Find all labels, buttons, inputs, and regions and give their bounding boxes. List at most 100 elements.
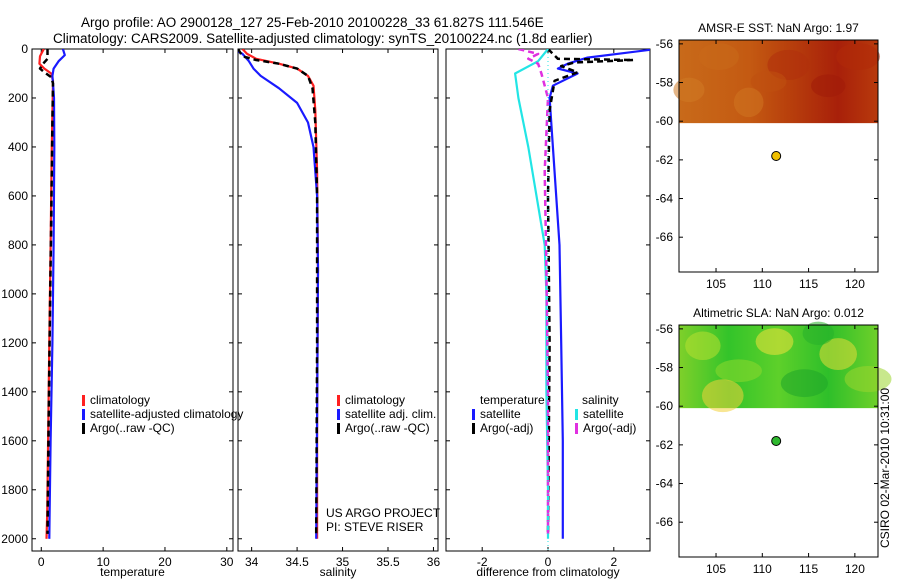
sst_map-ytick-label: -60	[656, 114, 674, 128]
sst_map-xtick-label: 105	[706, 277, 726, 291]
sla_map-axes-frame	[678, 324, 879, 558]
sst_map-field-patch	[836, 43, 880, 71]
sst_map-field-patch	[750, 71, 787, 93]
temperature-xtick-label: 10	[96, 555, 110, 569]
header-line-2: Climatology: CARS2009. Satellite-adjuste…	[53, 31, 593, 46]
temperature-lines	[38, 49, 66, 539]
salinity-legend-swatch	[337, 395, 340, 406]
salinity-legend-label: satellite adj. clim.	[345, 407, 436, 421]
temperature-legend-swatch	[82, 423, 85, 434]
salinity-xtick-label: 34.5	[285, 555, 309, 569]
temperature-xlabel: temperature	[100, 565, 165, 579]
difference-salinity-legend-label: Argo(-adj)	[583, 421, 636, 435]
salinity-annotation-line: PI: STEVE RISER	[326, 520, 424, 534]
difference-salinity-legend-label: satellite	[583, 407, 624, 421]
temperature-ytick-label: 1200	[1, 336, 28, 350]
salinity-legend-label: climatology	[345, 393, 405, 407]
sst_map-field-patch	[733, 87, 764, 118]
difference-salinity-legend-swatch	[575, 409, 578, 420]
sst_map-ytick-label: -66	[656, 230, 674, 244]
temperature-ytick-label: 2000	[1, 532, 28, 546]
salinity-lines	[238, 49, 320, 539]
sla_map-ytick-label: -56	[656, 322, 674, 336]
plot-area: 0 10 20 30 0 200 400 600 800 1000 1200 1400 1600 1800…	[1, 21, 892, 579]
difference-series-salinity-satellite	[513, 49, 550, 539]
salinity-legend-swatch	[337, 423, 340, 434]
sla_map-title: Altimetric SLA: NaN Argo: 0.012	[693, 306, 864, 320]
temperature-ytick-label: 400	[8, 140, 28, 154]
sla_map-xtick-label: 120	[845, 562, 865, 576]
sst_map-xtick-label: 115	[799, 277, 818, 291]
difference-xtick-label: -2	[477, 555, 488, 569]
temperature-ytick-label: 1600	[1, 434, 28, 448]
difference-series-temperature-satellite	[548, 49, 650, 539]
temperature-legend-swatch	[82, 409, 85, 420]
sst_map-field-patch	[811, 74, 846, 98]
sst_map-axes-frame	[678, 39, 879, 273]
temperature-legend-swatch	[82, 395, 85, 406]
difference-series-temperature-argo-adj	[546, 49, 635, 534]
difference-legend-title-temperature: temperature	[480, 393, 545, 407]
sla_map-ytick-label: -58	[656, 361, 674, 375]
sst_map-ytick-label: -64	[656, 192, 674, 206]
sla_map-field-patch	[701, 379, 744, 413]
sla_map-field-patch	[755, 328, 794, 356]
temperature-legend-label: climatology	[90, 393, 150, 407]
temperature-ytick-label: 200	[8, 91, 28, 105]
sla_map-xtick-label: 110	[753, 562, 772, 576]
temperature-ytick-label: 1800	[1, 483, 28, 497]
sst_map-ytick-label: -58	[656, 76, 674, 90]
temperature-series-argo-raw-qc	[38, 49, 55, 534]
sst_map-ytick-label: -56	[656, 37, 674, 51]
salinity-legend-label: Argo(..raw -QC)	[345, 421, 430, 435]
difference-salinity-legend-swatch	[575, 423, 578, 434]
temperature-ytick-label: 1400	[1, 385, 28, 399]
sst_map-field-patch	[767, 49, 810, 81]
salinity-series-climatology	[241, 49, 320, 539]
salinity-xtick-label: 35	[336, 555, 350, 569]
difference-series-salinity-argo-adj	[518, 49, 550, 534]
difference-xtick-label: 0	[545, 555, 552, 569]
salinity-axes-frame	[237, 48, 439, 552]
salinity-xtick-label: 35.5	[376, 555, 400, 569]
salinity-legend-swatch	[337, 409, 340, 420]
sla_map-ytick-label: -62	[656, 438, 674, 452]
sla_map-ytick-label: -64	[656, 477, 674, 491]
sst_map-xtick-label: 110	[753, 277, 772, 291]
salinity-annotation-line: US ARGO PROJECT	[326, 506, 441, 520]
temperature-ytick-label: 1000	[1, 287, 28, 301]
difference-temperature-legend-label: Argo(-adj)	[480, 421, 533, 435]
sla_map-field-patch	[802, 321, 834, 346]
temperature-ytick-label: 0	[21, 42, 28, 56]
salinity-series-argo-raw-qc	[238, 49, 319, 534]
difference-legend-title-salinity: salinity	[582, 393, 619, 407]
salinity-xtick-label: 36	[427, 555, 441, 569]
sla_map-argo-marker	[771, 436, 782, 446]
sst_map-xtick-label: 120	[845, 277, 865, 291]
sst_map-ytick-label: -62	[656, 153, 674, 167]
difference-xlabel: difference from climatology	[476, 565, 619, 579]
difference-lines	[513, 49, 650, 551]
header-line-1: Argo profile: AO 2900128_127 25-Feb-2010…	[81, 15, 544, 30]
sla_map-field-patch	[715, 359, 762, 383]
side-timestamp: CSIRO 02-Mar-2010 10:31:00	[878, 388, 892, 548]
salinity-series-satellite-adj-clim	[238, 50, 320, 539]
difference-temperature-legend-swatch	[472, 423, 475, 434]
sla_map-field-patch	[844, 365, 892, 393]
sst_map-field-patch	[673, 77, 705, 103]
temperature-xtick-label: 30	[220, 555, 234, 569]
sla_map-xtick-label: 105	[706, 562, 726, 576]
temperature-xtick-label: 20	[158, 555, 172, 569]
sst_map-title: AMSR-E SST: NaN Argo: 1.97	[698, 21, 859, 35]
temperature-axes-frame	[31, 48, 234, 552]
temperature-legend-label: Argo(..raw -QC)	[90, 421, 175, 435]
temperature-ytick-label: 600	[8, 189, 28, 203]
difference-temperature-legend-swatch	[472, 409, 475, 420]
sla_map-xtick-label: 115	[799, 562, 818, 576]
sla_map-ytick-label: -66	[656, 515, 674, 529]
difference-temperature-legend-label: satellite	[480, 407, 521, 421]
temperature-ytick-label: 800	[8, 238, 28, 252]
sst_map-argo-marker	[771, 151, 782, 161]
